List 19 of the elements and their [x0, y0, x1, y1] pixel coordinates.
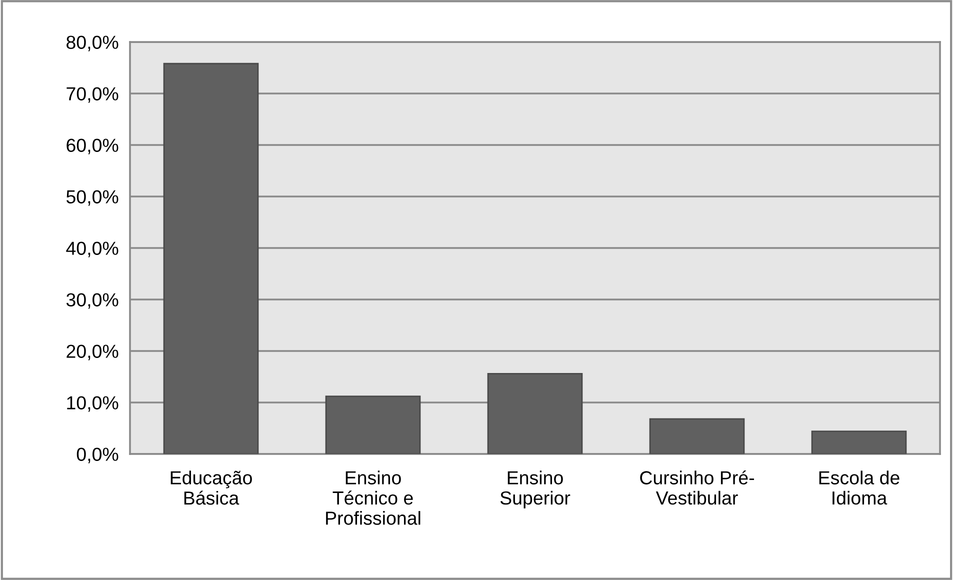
bar — [487, 372, 583, 454]
bar — [163, 62, 259, 454]
y-tick-label: 60,0% — [66, 138, 118, 154]
x-tick-label: Ensino Técnico e Profissional — [326, 470, 420, 525]
y-tick-label: 0,0% — [76, 448, 118, 464]
y-tick-label: 10,0% — [67, 396, 118, 412]
y-tick-label: 40,0% — [66, 242, 118, 258]
bar — [811, 430, 907, 454]
bar — [649, 418, 745, 454]
y-tick-label: 20,0% — [66, 344, 118, 360]
y-tick-label: 30,0% — [66, 293, 118, 309]
y-tick-label: 70,0% — [66, 87, 118, 103]
x-tick-label: Ensino Superior — [500, 470, 570, 508]
x-tick-label: Cursinho Pré- Vestibular — [640, 470, 754, 505]
y-tick-label: 50,0% — [66, 190, 118, 206]
bar — [325, 396, 421, 454]
x-tick-label: Educação Básica — [170, 470, 252, 505]
x-tick-label: Escola de Idioma — [819, 470, 900, 505]
y-tick-label: 80,0% — [66, 36, 118, 52]
